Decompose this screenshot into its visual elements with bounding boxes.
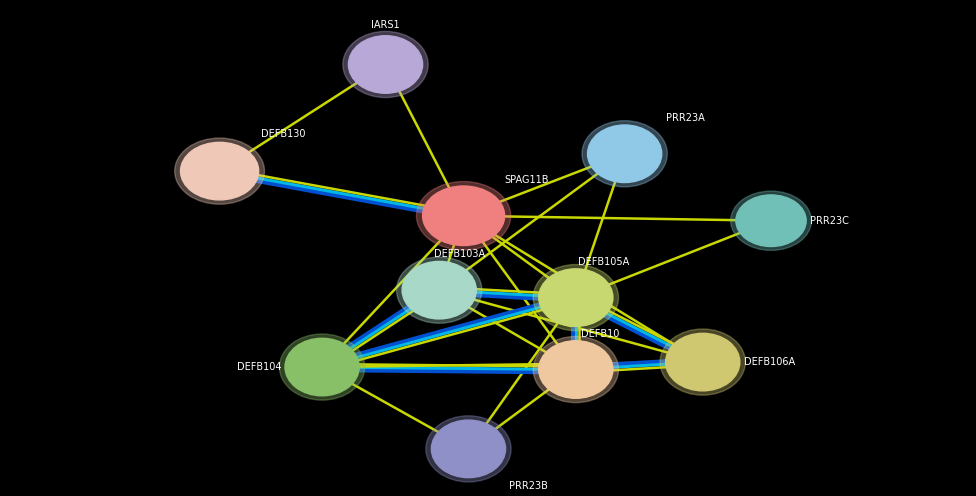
- Ellipse shape: [348, 36, 423, 93]
- Text: PRR23A: PRR23A: [666, 113, 705, 123]
- Ellipse shape: [666, 333, 740, 391]
- Ellipse shape: [423, 186, 505, 246]
- Ellipse shape: [426, 416, 511, 482]
- Ellipse shape: [343, 31, 428, 98]
- Ellipse shape: [539, 269, 613, 326]
- Ellipse shape: [736, 195, 806, 247]
- Ellipse shape: [279, 334, 365, 400]
- Text: DEFB130: DEFB130: [261, 129, 305, 139]
- Text: IARS1: IARS1: [371, 20, 400, 30]
- Ellipse shape: [181, 142, 259, 200]
- Ellipse shape: [402, 261, 476, 319]
- Ellipse shape: [731, 191, 811, 250]
- Text: DEFB105A: DEFB105A: [578, 257, 630, 267]
- Text: PRR23C: PRR23C: [810, 216, 849, 226]
- Ellipse shape: [588, 125, 662, 183]
- Text: DEFB106A: DEFB106A: [744, 357, 794, 367]
- Text: DEFB103A: DEFB103A: [434, 249, 485, 259]
- Ellipse shape: [285, 338, 359, 396]
- Text: PRR23B: PRR23B: [509, 481, 549, 491]
- Ellipse shape: [396, 257, 482, 323]
- Ellipse shape: [582, 121, 668, 187]
- Ellipse shape: [431, 420, 506, 478]
- Ellipse shape: [417, 182, 510, 250]
- Text: SPAG11B: SPAG11B: [505, 175, 549, 185]
- Ellipse shape: [660, 329, 746, 395]
- Ellipse shape: [175, 138, 264, 204]
- Ellipse shape: [533, 336, 619, 403]
- Ellipse shape: [539, 341, 613, 398]
- Text: DEFB104: DEFB104: [236, 362, 281, 372]
- Text: DEFB10: DEFB10: [581, 329, 619, 339]
- Ellipse shape: [533, 264, 619, 331]
